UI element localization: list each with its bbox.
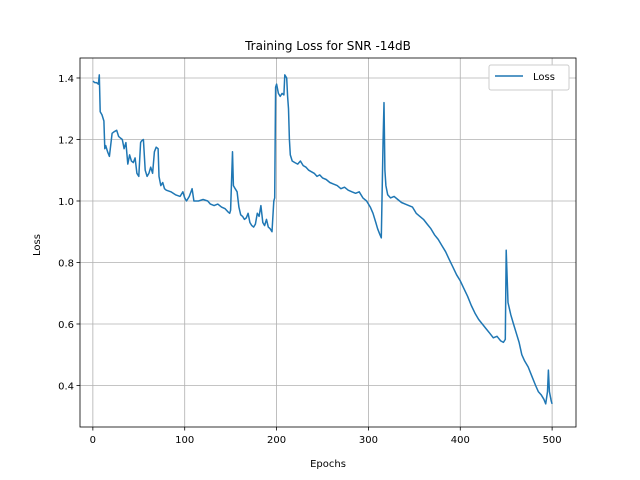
grid (80, 58, 576, 427)
x-tick-label: 100 (175, 435, 194, 446)
y-tick-label: 0.6 (58, 320, 74, 331)
plot-area (80, 58, 576, 427)
y-tick-label: 0.8 (58, 258, 74, 269)
y-axis-label: Loss (32, 234, 43, 256)
y-tick-label: 1.4 (58, 74, 74, 85)
y-tick-label: 0.4 (58, 381, 74, 392)
x-tick-label: 300 (359, 435, 378, 446)
x-tick-label: 400 (451, 435, 470, 446)
axis-ticks: 0 100 200 300 400 500 0.4 0.6 0.8 1.0 1.2 1.4 (58, 74, 562, 446)
series-line-loss (92, 74, 553, 405)
legend-box (488, 64, 570, 91)
x-tick-label: 500 (543, 435, 562, 446)
legend-label-loss: Loss (533, 72, 555, 83)
y-tick-label: 1.2 (58, 135, 74, 146)
axes-frame (79, 57, 577, 428)
y-tick-label: 1.0 (58, 197, 74, 208)
x-axis-label: Epochs (310, 459, 346, 470)
x-tick-label: 200 (267, 435, 286, 446)
chart-title: Training Loss for SNR -14dB (244, 39, 411, 53)
legend: Loss (488, 64, 570, 91)
x-tick-label: 0 (90, 435, 96, 446)
